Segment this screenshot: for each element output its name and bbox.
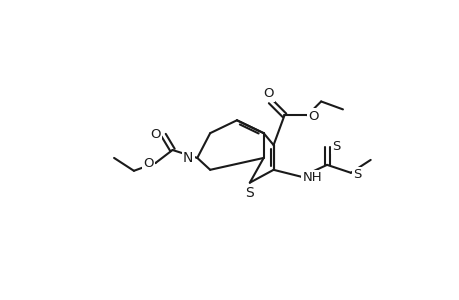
Text: N: N bbox=[183, 151, 193, 165]
Text: S: S bbox=[352, 168, 360, 181]
Text: O: O bbox=[308, 110, 318, 123]
Text: NH: NH bbox=[302, 171, 321, 184]
Text: S: S bbox=[245, 186, 254, 200]
Text: O: O bbox=[263, 88, 273, 100]
Text: O: O bbox=[143, 158, 153, 170]
Text: S: S bbox=[331, 140, 340, 152]
Text: O: O bbox=[150, 128, 160, 141]
